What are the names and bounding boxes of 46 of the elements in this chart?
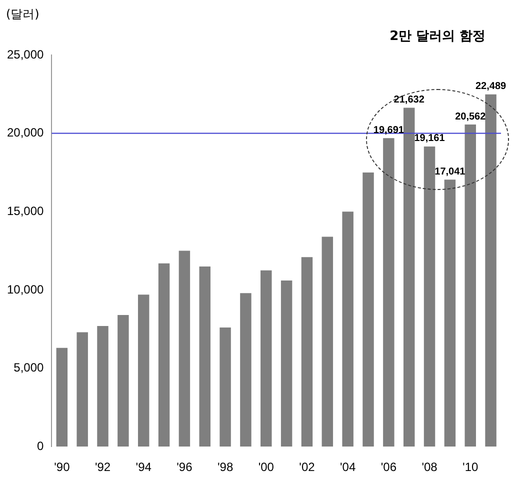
bar xyxy=(301,257,313,447)
bar xyxy=(240,293,252,447)
y-axis-title: (달러) xyxy=(6,6,40,23)
x-tick-label: '94 xyxy=(136,460,152,474)
data-label: 22,489 xyxy=(475,81,507,92)
data-label: 21,632 xyxy=(394,94,425,106)
y-tick-label: 20,000 xyxy=(7,126,44,140)
bar xyxy=(403,108,415,447)
bar xyxy=(424,146,436,447)
bar xyxy=(383,138,394,447)
text: 2만 달러의 함정 xyxy=(390,28,486,46)
bar xyxy=(199,266,210,447)
y-tick-label: 10,000 xyxy=(7,282,44,296)
bar xyxy=(464,124,476,447)
bar xyxy=(280,280,292,447)
bar xyxy=(138,294,150,447)
x-tick-label: '90 xyxy=(54,460,70,474)
x-tick-label: '06 xyxy=(380,460,397,474)
bar xyxy=(118,315,129,447)
data-label: 20,562 xyxy=(455,111,486,122)
bar xyxy=(97,326,108,447)
bar xyxy=(76,332,88,447)
y-tick-label: 5,000 xyxy=(14,360,44,375)
x-tick-label: '10 xyxy=(462,460,479,474)
bar xyxy=(485,94,496,447)
bar xyxy=(260,270,272,447)
bar xyxy=(178,250,190,447)
x-tick-label: '96 xyxy=(176,460,193,474)
x-tick-label: '04 xyxy=(340,460,356,474)
bar xyxy=(158,263,170,447)
x-tick-label: '92 xyxy=(94,460,111,474)
bar xyxy=(362,172,374,447)
x-tick-label: '02 xyxy=(299,460,316,474)
x-tick-label: '98 xyxy=(217,460,234,474)
bar xyxy=(322,236,334,447)
data-label: 17,041 xyxy=(434,166,466,178)
bar xyxy=(220,328,231,447)
data-label: 19,161 xyxy=(414,133,446,144)
bar xyxy=(342,212,354,447)
y-tick-label: 0 xyxy=(37,438,44,453)
bar xyxy=(56,348,68,447)
x-tick-label: '08 xyxy=(422,460,438,474)
x-tick-label: '00 xyxy=(258,460,274,474)
y-tick-label: 15,000 xyxy=(7,204,44,218)
bar xyxy=(444,180,456,447)
y-tick-label: 25,000 xyxy=(7,47,44,62)
